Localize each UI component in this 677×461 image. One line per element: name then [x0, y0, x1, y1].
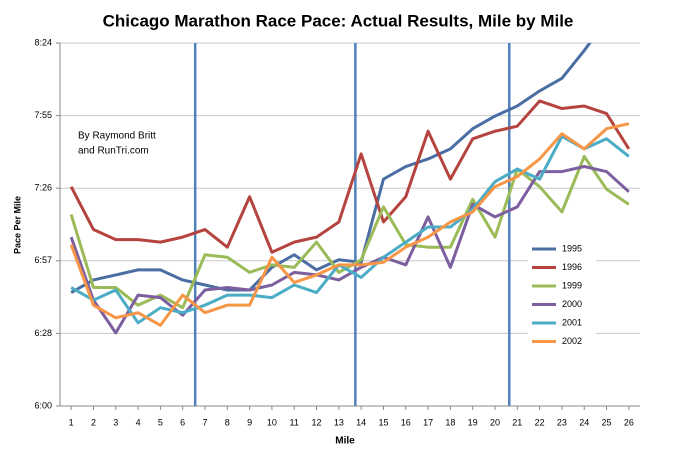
x-tick-label: 13 [334, 417, 344, 427]
legend-label: 2000 [562, 299, 582, 309]
y-tick-label: 8:24 [34, 37, 52, 47]
annotation: and RunTri.com [78, 146, 149, 157]
legend-label: 1996 [562, 262, 582, 272]
x-tick-label: 22 [535, 417, 545, 427]
y-tick-label: 6:57 [34, 255, 52, 265]
series-line [69, 122, 630, 327]
series-line [70, 43, 592, 294]
x-tick-label: 25 [602, 417, 612, 427]
x-tick-label: 21 [512, 417, 522, 427]
y-tick-label: 7:26 [34, 183, 52, 193]
x-tick-label: 6 [180, 417, 185, 427]
x-tick-label: 26 [624, 417, 634, 427]
plot-area [69, 43, 631, 406]
x-tick-label: 4 [136, 417, 141, 427]
annotation: By Raymond Britt [78, 131, 156, 142]
y-tick-label: 6:00 [34, 400, 52, 410]
x-tick-label: 8 [225, 417, 230, 427]
x-tick-label: 12 [312, 417, 322, 427]
series-line [70, 134, 630, 325]
legend-label: 2002 [562, 336, 582, 346]
x-tick-label: 18 [445, 417, 455, 427]
x-tick-label: 16 [401, 417, 411, 427]
x-tick-label: 11 [290, 417, 299, 427]
y-axis-label: Pace Per Mile [12, 196, 22, 254]
x-axis-label: Mile [335, 436, 355, 447]
x-tick-label: 23 [557, 417, 567, 427]
x-tick-label: 10 [267, 417, 277, 427]
x-tick-label: 5 [158, 417, 163, 427]
series-line [69, 99, 631, 254]
legend-label: 1995 [562, 243, 582, 253]
x-tick-label: 2 [91, 417, 96, 427]
x-tick-label: 3 [113, 417, 118, 427]
x-tick-label: 17 [423, 417, 433, 427]
legend-label: 2001 [562, 317, 582, 327]
x-tick-label: 15 [378, 417, 388, 427]
x-tick-label: 9 [247, 417, 252, 427]
y-tick-label: 7:55 [34, 110, 52, 120]
x-tick-label: 19 [468, 417, 478, 427]
legend-box [528, 239, 596, 354]
x-tick-label: 1 [69, 417, 74, 427]
x-tick-label: 14 [356, 417, 366, 427]
x-tick-label: 20 [490, 417, 500, 427]
chart-title: Chicago Marathon Race Pace: Actual Resul… [103, 11, 574, 30]
legend-label: 1999 [562, 280, 582, 290]
x-tick-label: 7 [202, 417, 207, 427]
y-tick-label: 6:28 [34, 328, 52, 338]
x-tick-label: 24 [579, 417, 589, 427]
